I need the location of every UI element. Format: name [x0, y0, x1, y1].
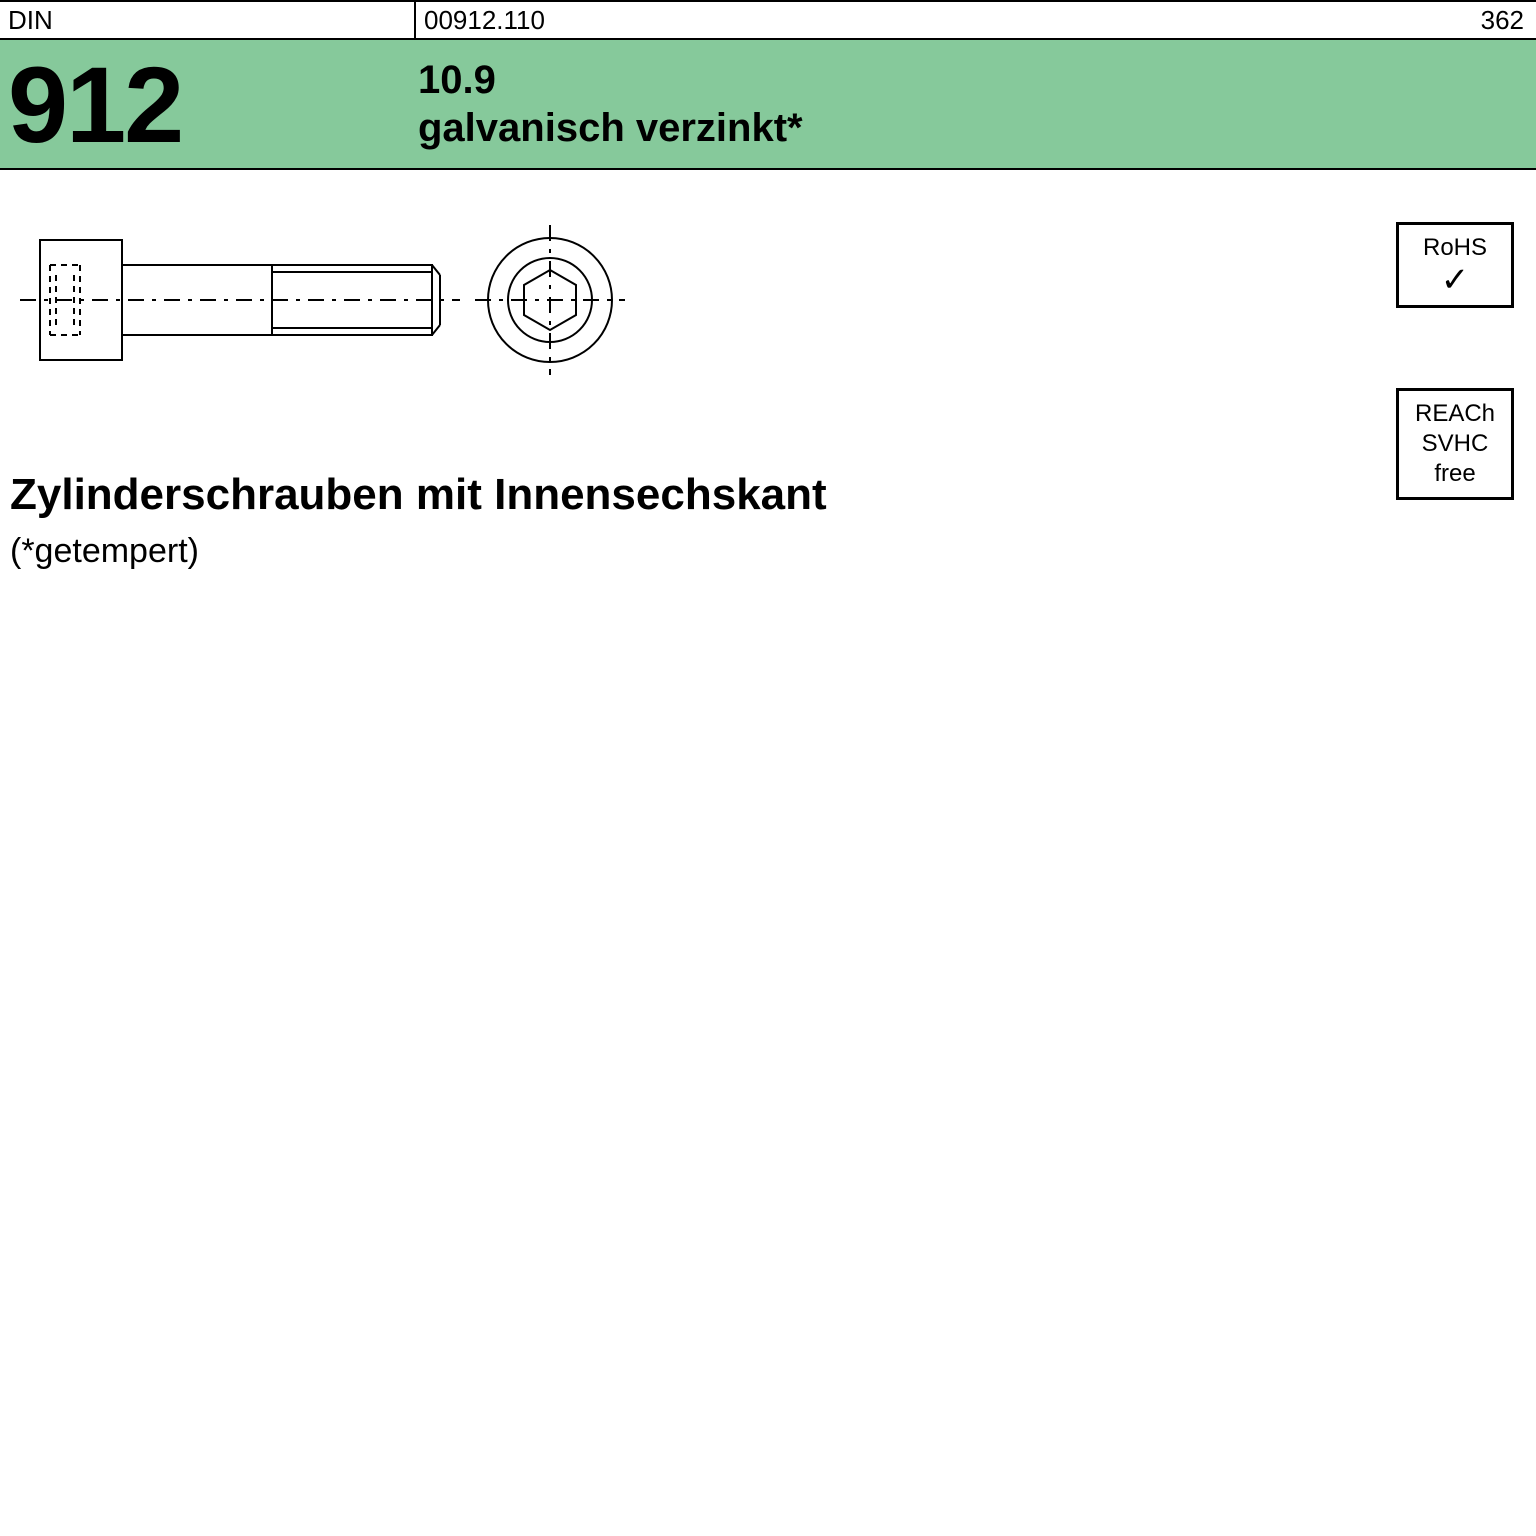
rohs-badge: RoHS ✓ [1396, 222, 1514, 308]
screw-drawing-svg [20, 210, 640, 390]
header-page-ref: 362 [1481, 2, 1536, 38]
header-row: DIN 00912.110 362 [0, 0, 1536, 40]
reach-line1: REACh [1409, 399, 1501, 429]
strength-class: 10.9 [418, 56, 1536, 104]
din-number: 912 [0, 40, 416, 168]
title-block: Zylinderschrauben mit Innensechskant (*g… [10, 470, 827, 571]
product-title: Zylinderschrauben mit Innensechskant [10, 470, 827, 520]
standard-label: DIN [0, 2, 416, 38]
spec-band: 912 10.9 galvanisch verzinkt* [0, 40, 1536, 170]
product-note: (*getempert) [10, 532, 827, 571]
rohs-label: RoHS [1409, 233, 1501, 263]
technical-drawing [20, 210, 640, 390]
surface-finish: galvanisch verzinkt* [418, 104, 1536, 152]
check-icon: ✓ [1409, 263, 1501, 297]
reach-line3: free [1409, 459, 1501, 489]
reach-line2: SVHC [1409, 429, 1501, 459]
reach-badge: REACh SVHC free [1396, 388, 1514, 500]
spec-band-right: 10.9 galvanisch verzinkt* [416, 40, 1536, 168]
header-code: 00912.110 [416, 2, 1481, 38]
